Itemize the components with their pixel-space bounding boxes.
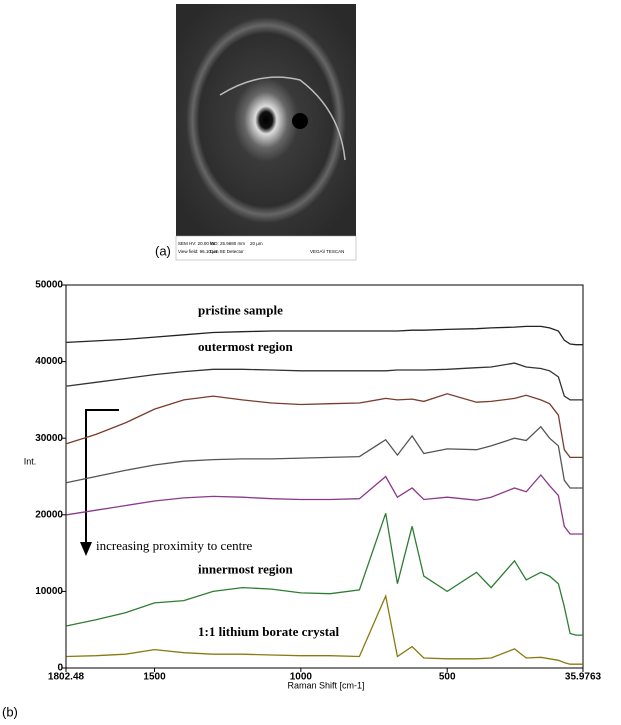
- x-tick-label: 1802.48: [48, 672, 85, 683]
- x-tick-label: 1500: [143, 672, 166, 683]
- sem-info-text: SEM HV: 20.00 kV: [178, 241, 215, 246]
- x-tick-label: 1000: [290, 672, 313, 683]
- spectrum-line: [66, 393, 583, 459]
- x-tick-label: 35.9763: [565, 672, 602, 683]
- sem-info-text: VEGA\\ TESCAN: [310, 249, 344, 254]
- spectrum-line: [66, 513, 583, 636]
- y-tick-label: 0: [57, 663, 63, 674]
- sem-info-text: Det: SE Detector: [210, 249, 244, 254]
- spectrum-line: [66, 325, 583, 346]
- spectrum-line: [66, 593, 583, 665]
- series-label: innermost region: [198, 561, 293, 576]
- sem-info-text: View field: 96.10 µm: [178, 249, 219, 254]
- sem-info-text: 20 µm: [250, 241, 263, 246]
- y-tick-label: 30000: [35, 433, 63, 444]
- x-tick-label: 500: [439, 672, 456, 683]
- spectrum-line: [66, 473, 583, 535]
- y-tick-label: 50000: [35, 280, 63, 291]
- sem-info-text: WD: 25.9680 mm: [210, 241, 245, 246]
- series-label: 1:1 lithium borate crystal: [198, 624, 340, 639]
- sem-image: [176, 4, 356, 236]
- annotation: increasing proximity to centre: [96, 538, 253, 553]
- panel-label: (a): [155, 243, 171, 258]
- y-tick-label: 10000: [35, 586, 63, 597]
- arrow-head: [80, 542, 92, 556]
- spectrum-line: [66, 362, 583, 401]
- arrow: [85, 409, 119, 548]
- sem-crack: [219, 76, 346, 161]
- panel-label: (b): [2, 704, 18, 719]
- x-axis-label: Raman Shift [cm-1]: [287, 680, 364, 690]
- sem-info-bar: [175, 235, 357, 261]
- plot-frame: [65, 284, 584, 669]
- y-axis-label: Int.: [24, 456, 37, 466]
- spectrum-line: [66, 425, 583, 489]
- series-label: outermost region: [198, 339, 293, 354]
- y-tick-label: 40000: [35, 356, 63, 367]
- y-tick-label: 20000: [35, 509, 63, 520]
- sem-hole: [292, 113, 308, 129]
- series-label: pristine sample: [198, 302, 283, 317]
